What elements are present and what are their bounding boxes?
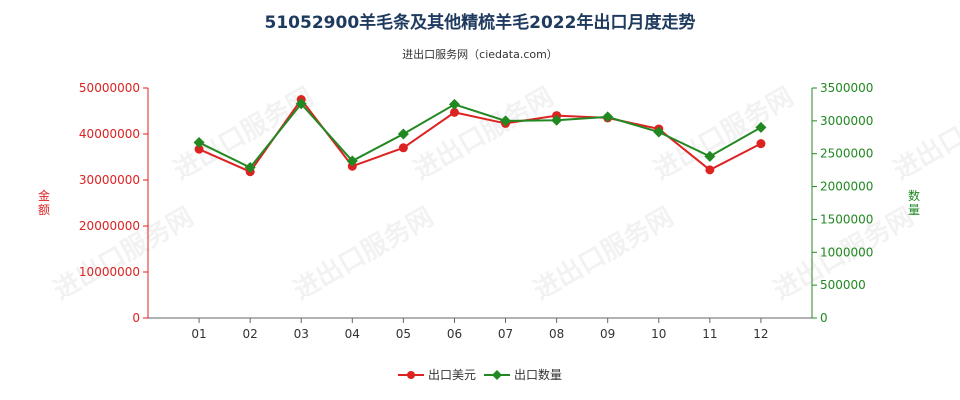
y-left-tick-label: 30000000: [79, 173, 140, 187]
watermark-text: 进出口服务网: [169, 82, 319, 186]
data-point: [500, 115, 512, 127]
series-layer: [193, 95, 767, 177]
y-right-tick-label: 1500000: [820, 212, 873, 226]
series-line: [198, 102, 762, 169]
legend-marker: [407, 371, 415, 379]
data-point: [346, 155, 358, 167]
y-right-tick-label: 1000000: [820, 245, 873, 259]
y-right-tick-label: 3000000: [820, 114, 873, 128]
data-point: [397, 128, 409, 140]
chart-title: 51052900羊毛条及其他精梳羊毛2022年出口月度走势: [264, 13, 696, 33]
data-point: [448, 98, 460, 110]
x-tick-label: 08: [549, 327, 564, 341]
x-tick-label: 03: [294, 327, 309, 341]
y-right-tick-label: 2000000: [820, 180, 873, 194]
y-left-tick-label: 0: [132, 311, 140, 325]
y-left-tick-label: 50000000: [79, 81, 140, 95]
x-tick-label: 06: [447, 327, 462, 341]
data-point: [551, 114, 563, 126]
data-point: [705, 165, 715, 175]
chart-subtitle: 进出口服务网（ciedata.com）: [402, 48, 558, 61]
legend-label: 出口数量: [514, 367, 562, 382]
x-tick-label: 09: [600, 327, 615, 341]
x-tick-label: 12: [753, 327, 768, 341]
data-point: [244, 162, 256, 174]
x-tick-label: 02: [243, 327, 258, 341]
data-point: [398, 143, 408, 153]
y-right-tick-label: 500000: [820, 278, 866, 292]
y-right-tick-label: 0: [820, 311, 828, 325]
watermark-text: 进出口服务网: [529, 202, 679, 306]
watermark-text: 进出口服务网: [49, 202, 199, 306]
y-left-tick-label: 20000000: [79, 219, 140, 233]
y-left-tick-label: 10000000: [79, 265, 140, 279]
watermark-text: 进出口服务网: [289, 202, 439, 306]
data-point: [755, 121, 767, 133]
axes: 0100000002000000030000000400000005000000…: [38, 81, 920, 341]
legend-marker: [492, 370, 502, 380]
data-point: [704, 150, 716, 162]
x-tick-label: 01: [191, 327, 206, 341]
y-right-axis-title: 数量: [908, 188, 920, 217]
x-tick-label: 11: [702, 327, 717, 341]
watermark-text: 进出口服务网: [649, 82, 799, 186]
data-point: [653, 126, 665, 138]
data-point: [295, 98, 307, 110]
data-point: [194, 144, 204, 154]
data-point: [602, 111, 614, 123]
data-point: [449, 107, 459, 117]
y-left-tick-label: 40000000: [79, 127, 140, 141]
data-point: [193, 137, 205, 149]
x-tick-label: 07: [498, 327, 513, 341]
x-tick-label: 04: [345, 327, 360, 341]
y-left-axis-title: 金额: [38, 188, 50, 217]
legend-label: 出口美元: [428, 368, 476, 382]
x-tick-label: 10: [651, 327, 666, 341]
y-right-tick-label: 2500000: [820, 147, 873, 161]
watermark-text: 进出口服务网: [889, 82, 960, 186]
watermark-text: 进出口服务网: [409, 82, 559, 186]
y-right-tick-label: 3500000: [820, 81, 873, 95]
legend[interactable]: 出口美元 出口数量: [398, 367, 562, 382]
data-point: [756, 139, 766, 149]
x-tick-label: 05: [396, 327, 411, 341]
